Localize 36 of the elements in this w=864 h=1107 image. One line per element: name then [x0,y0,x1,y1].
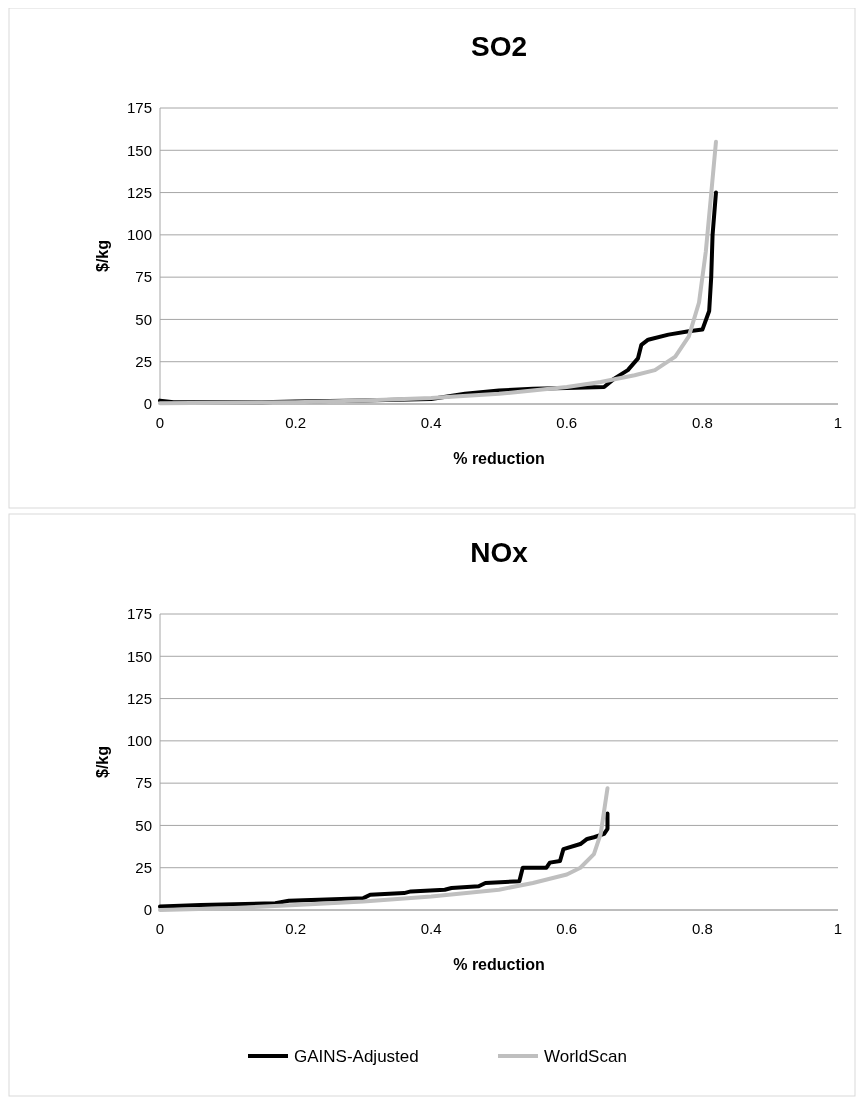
x-tick-label: 1 [833,414,843,431]
x-tick-label: 0.6 [556,414,578,431]
y-tick-label: 125 [126,183,152,201]
x-tick-label: 0 [155,920,165,937]
y-tick-label: 0 [143,395,152,413]
x-tick-label: 0.4 [420,414,442,431]
y-tick-label: 100 [126,732,152,750]
y-tick-label: 75 [135,774,152,792]
y-tick-label: 150 [126,647,152,665]
y-tick-label: 175 [126,99,152,117]
y-tick-label: 25 [135,352,152,370]
y-tick-label: 150 [126,141,152,159]
x-tick-label: 0.2 [285,414,307,431]
y-tick-label: 50 [135,310,152,328]
y-tick-label: 25 [135,858,152,876]
legend-label: GAINS-Adjusted [294,1046,419,1066]
x-tick-label: 0.8 [691,920,713,937]
x-tick-label: 0.6 [556,920,578,937]
chart-title: SO2 [470,31,528,62]
x-axis-title: % reduction [453,956,545,973]
chart-title: NOx [470,537,529,568]
x-tick-label: 0 [155,414,165,431]
y-axis-title: $/kg [94,239,111,273]
y-tick-label: 175 [126,605,152,623]
x-tick-label: 0.2 [285,920,307,937]
legend-label: WorldScan [544,1046,627,1066]
x-tick-label: 0.4 [420,920,442,937]
x-tick-label: 0.8 [691,414,713,431]
x-tick-label: 1 [833,920,843,937]
x-axis-title: % reduction [453,450,545,467]
y-tick-label: 0 [143,901,152,919]
y-axis-title: $/kg [94,745,111,779]
y-tick-label: 100 [126,226,152,244]
y-tick-label: 50 [135,816,152,834]
y-tick-label: 75 [135,268,152,286]
y-tick-label: 125 [126,689,152,707]
